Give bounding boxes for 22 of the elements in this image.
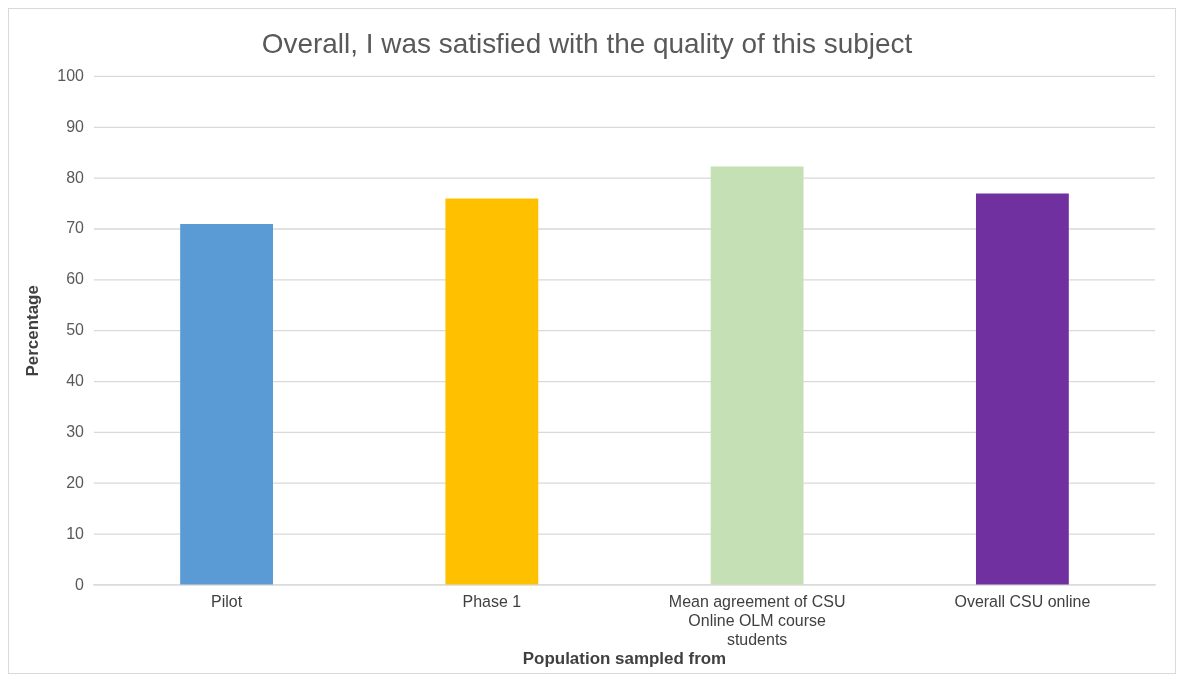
y-tick-label: 30 <box>66 423 85 440</box>
bar <box>975 193 1069 585</box>
y-tick-label: 70 <box>66 219 85 237</box>
x-tick-label: Pilot <box>211 593 243 611</box>
y-tick-label: 40 <box>66 372 85 390</box>
x-tick-label: Overall CSU online <box>954 593 1091 611</box>
y-axis-title: Percentage <box>22 285 42 377</box>
y-tick-label: 90 <box>66 117 85 135</box>
y-tick-label: 20 <box>66 473 85 491</box>
y-tick-label: 50 <box>66 321 85 339</box>
y-tick-label: 60 <box>66 270 85 288</box>
bar <box>710 166 804 585</box>
y-tick-label: 100 <box>57 66 85 84</box>
chart-title: Overall, I was satisfied with the quality of this subject <box>261 28 913 60</box>
y-tick-label: 80 <box>66 168 85 186</box>
x-tick-label: Phase 1 <box>462 593 522 611</box>
bar <box>445 198 539 585</box>
y-tick-label: 10 <box>66 524 85 542</box>
bar <box>180 223 274 585</box>
x-tick-label: Mean agreement of CSU Online OLM course students <box>668 593 846 649</box>
x-axis-title: Population sampled from <box>522 648 727 668</box>
y-tick-label: 0 <box>75 575 85 593</box>
